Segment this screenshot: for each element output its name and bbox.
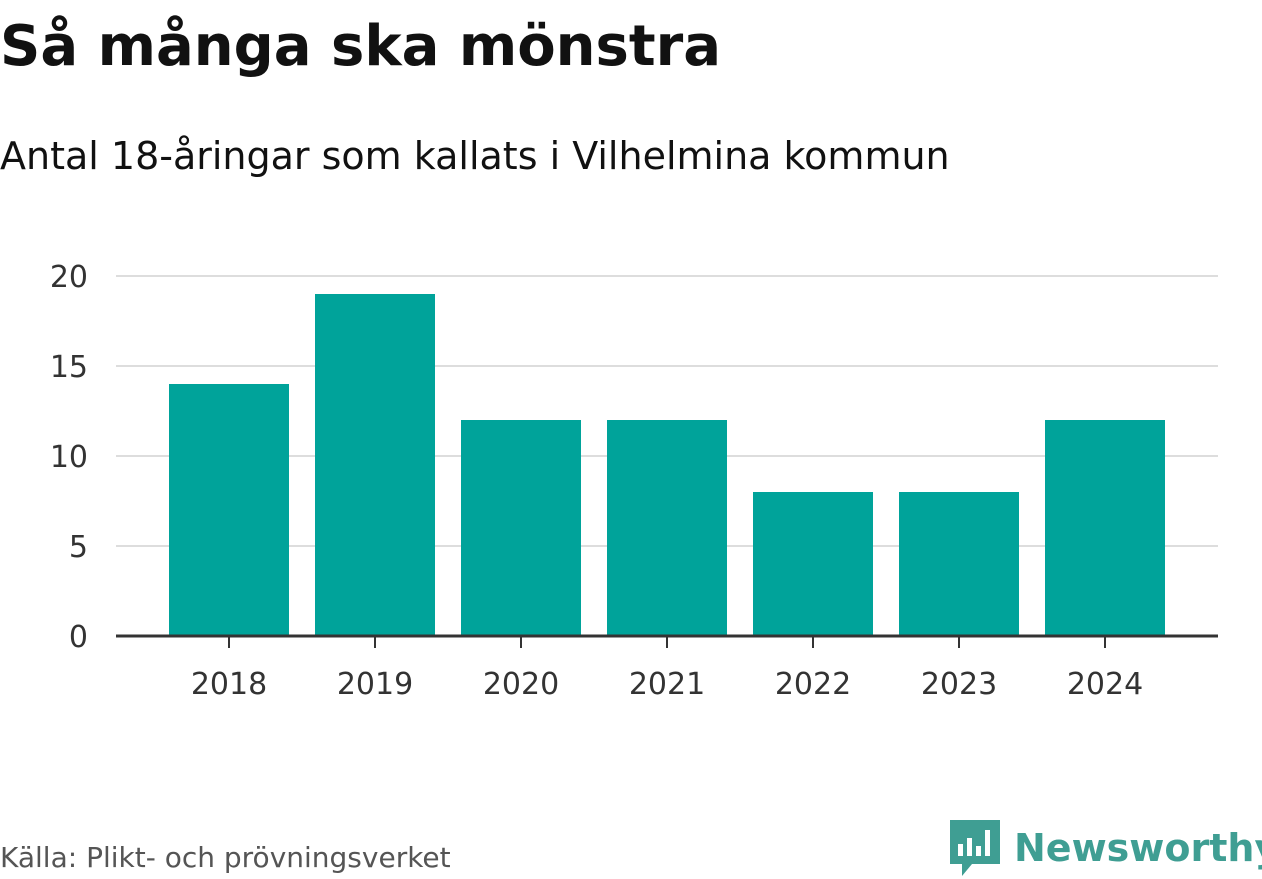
bar — [899, 492, 1019, 636]
bar — [1045, 420, 1165, 636]
x-axis-tick-labels: 2018 2019 2020 2021 2022 2023 2024 — [191, 667, 1143, 702]
bar — [461, 420, 581, 636]
y-tick-label: 0 — [69, 620, 88, 655]
brand-logo[interactable]: Newsworthy — [950, 818, 1262, 878]
bar — [607, 420, 727, 636]
bar-chart: 0 5 10 15 20 2018 2019 2020 2021 2022 2023 2024 — [50, 260, 1218, 702]
newsworthy-bars-icon — [950, 820, 1000, 876]
y-tick-label: 15 — [50, 350, 88, 385]
bar — [753, 492, 873, 636]
y-axis-tick-labels: 0 5 10 15 20 — [50, 260, 88, 655]
bar — [169, 384, 289, 636]
chart-title: Så många ska mönstra — [0, 14, 722, 79]
source-note: Källa: Plikt- och prövningsverket — [0, 841, 451, 874]
x-tick-label: 2022 — [775, 667, 851, 702]
brand-name: Newsworthy — [1014, 826, 1262, 870]
x-tick-label: 2020 — [483, 667, 559, 702]
x-tick-label: 2021 — [629, 667, 705, 702]
x-tick-label: 2023 — [921, 667, 997, 702]
bar — [315, 294, 435, 636]
x-tick-label: 2024 — [1067, 667, 1143, 702]
x-tick-label: 2019 — [337, 667, 413, 702]
y-tick-label: 20 — [50, 260, 88, 295]
y-tick-label: 10 — [50, 440, 88, 475]
x-tick-label: 2018 — [191, 667, 267, 702]
y-tick-label: 5 — [69, 530, 88, 565]
chart-subtitle: Antal 18-åringar som kallats i Vilhelmin… — [0, 134, 950, 178]
x-axis — [116, 634, 1218, 648]
bars — [169, 294, 1165, 636]
